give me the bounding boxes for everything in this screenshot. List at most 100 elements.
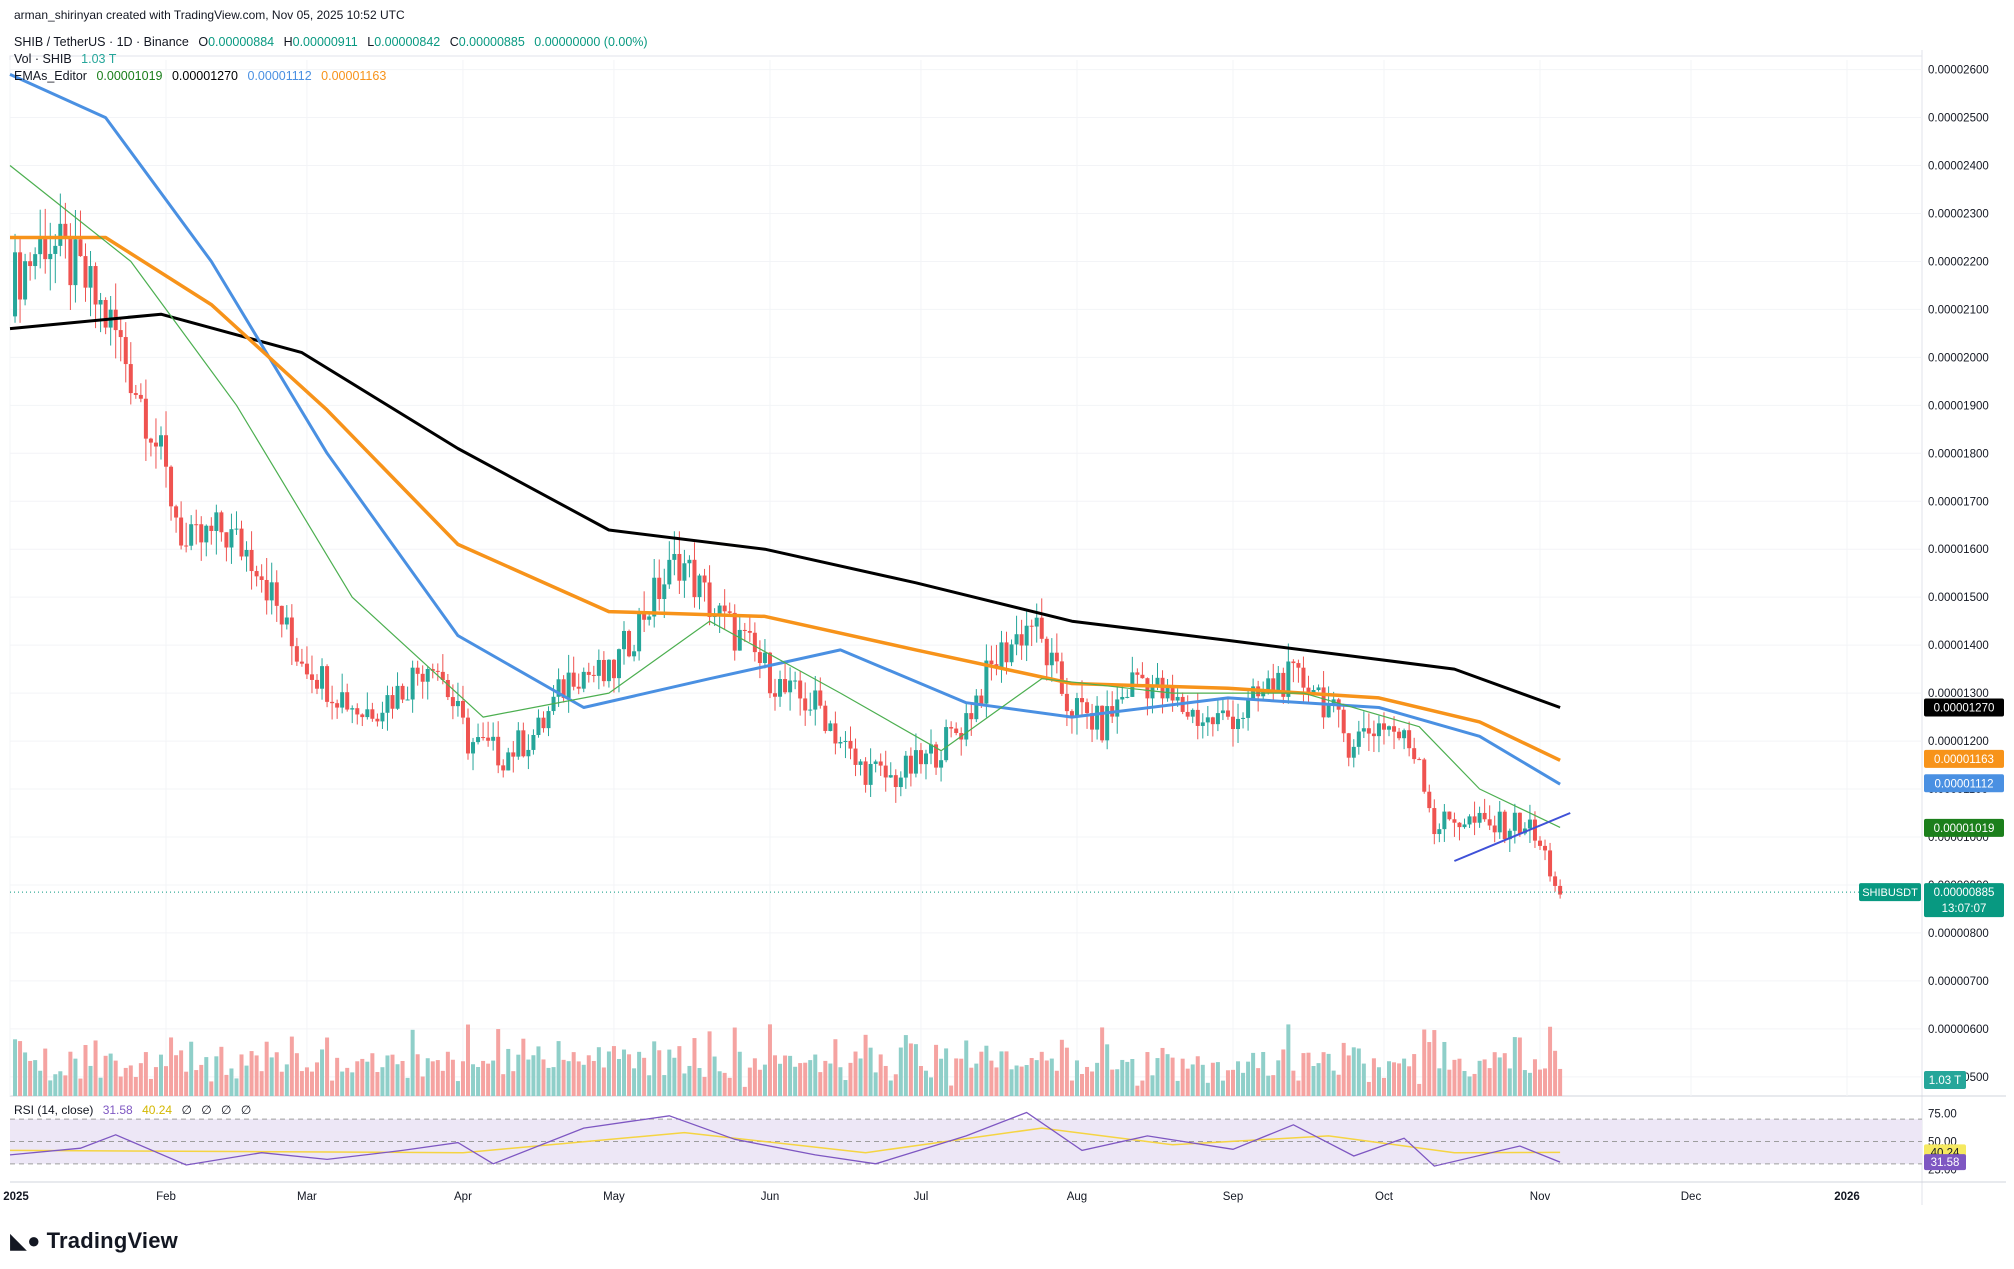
ema-legend[interactable]: EMAs_Editor 0.00001019 0.00001270 0.0000… <box>14 69 392 83</box>
volume-bar <box>43 1048 48 1096</box>
price-axis-label: 0.00001800 <box>1928 448 1989 460</box>
volume-bar <box>1120 1059 1125 1096</box>
candle-body <box>239 528 244 557</box>
candle-body <box>586 671 591 675</box>
candle-body <box>682 563 687 581</box>
candle-body <box>445 679 450 698</box>
volume-bar <box>647 1075 652 1096</box>
volume-bar <box>727 1077 732 1096</box>
volume-bar <box>1004 1051 1009 1096</box>
candle-body <box>1125 696 1130 698</box>
volume-bar <box>138 1063 143 1096</box>
low-value: 0.00000842 <box>374 35 441 49</box>
symbol-legend[interactable]: SHIB / TetherUS · 1D · Binance O0.000008… <box>14 35 654 49</box>
candle-body <box>833 723 838 744</box>
volume-bar <box>838 1067 843 1096</box>
candle-body <box>1200 722 1205 726</box>
symbol-name[interactable]: SHIB / TetherUS · 1D · Binance <box>14 35 189 49</box>
candle-body <box>838 742 843 744</box>
candle-body <box>1291 661 1296 664</box>
volume-bar <box>1135 1085 1140 1096</box>
candle-body <box>1145 678 1150 699</box>
candle-body <box>1356 731 1361 747</box>
volume-bar <box>1447 1069 1452 1096</box>
candle-body <box>128 364 133 394</box>
volume-bar <box>259 1071 264 1096</box>
volume-bar <box>1175 1080 1180 1096</box>
last-price-tag-bg <box>1924 883 2004 918</box>
candle-body <box>692 559 697 598</box>
volume-bar <box>1195 1056 1200 1096</box>
candle-body <box>1326 704 1331 718</box>
candle-body <box>1341 709 1346 734</box>
candle-body <box>1140 674 1145 679</box>
candle-body <box>1100 705 1105 741</box>
volume-bar <box>526 1059 531 1096</box>
volume-bar <box>1548 1026 1553 1096</box>
candle-body <box>1407 730 1412 749</box>
volume-bar <box>546 1067 551 1096</box>
volume-bar <box>788 1055 793 1096</box>
volume-bar <box>1417 1083 1422 1096</box>
candle-body <box>1064 693 1069 712</box>
candle-body <box>415 667 420 674</box>
price-axis-label: 0.00000800 <box>1928 928 1989 940</box>
price-tag: 0.00001019 <box>1934 823 1995 835</box>
change-value: 0.00000000 (0.00%) <box>534 35 648 49</box>
candle-body <box>1009 644 1014 663</box>
volume-bar <box>63 1075 68 1096</box>
candle-body <box>1366 728 1371 734</box>
volume-bar <box>1492 1052 1497 1096</box>
time-axis-label: Jul <box>914 1191 929 1203</box>
candle-body <box>1316 687 1321 691</box>
volume-bar <box>732 1027 737 1096</box>
time-axis-label: Mar <box>297 1191 317 1203</box>
candle-body <box>913 750 918 774</box>
volume-bar <box>18 1041 23 1096</box>
volume-bar <box>23 1052 28 1096</box>
candle-body <box>601 659 606 682</box>
candle-body <box>1074 698 1079 717</box>
candle-body <box>969 713 974 720</box>
candle-body <box>1492 825 1497 833</box>
volume-bar <box>632 1068 637 1096</box>
candle-body <box>440 671 445 680</box>
volume-bar <box>1381 1077 1386 1096</box>
close-value: 0.00000885 <box>458 35 525 49</box>
volume-bar <box>1100 1027 1105 1096</box>
rsi-legend[interactable]: RSI (14, close) 31.58 40.24 ∅ ∅ ∅ ∅ <box>14 1103 257 1117</box>
candle-body <box>1205 717 1210 723</box>
candle-body <box>737 629 742 651</box>
volume-bar <box>1306 1052 1311 1096</box>
candle-body <box>1296 663 1301 668</box>
candle-body <box>581 671 586 689</box>
volume-bar <box>1527 1072 1532 1096</box>
ema50-line <box>9 73 1561 786</box>
candle-body <box>1497 811 1502 833</box>
candle-body <box>1276 672 1281 691</box>
volume-bar <box>229 1068 234 1096</box>
volume-bar <box>611 1046 616 1096</box>
volume-legend[interactable]: Vol · SHIB 1.03 T <box>14 52 122 66</box>
volume-bar <box>1472 1073 1477 1096</box>
candle-body <box>611 659 616 679</box>
volume-bar <box>1014 1065 1019 1096</box>
candle-body <box>1185 711 1190 717</box>
candle-body <box>1537 840 1542 846</box>
volume-bar <box>410 1029 415 1096</box>
candle-body <box>1507 830 1512 840</box>
volume-bar <box>1462 1070 1467 1096</box>
volume-bar <box>309 1071 314 1096</box>
volume-bar <box>1256 1068 1261 1096</box>
volume-bar <box>767 1024 772 1096</box>
volume-bar <box>73 1058 78 1096</box>
tradingview-logo[interactable]: ◣● TradingView <box>10 1228 178 1254</box>
candle-body <box>18 252 23 300</box>
volume-bar <box>1090 1071 1095 1096</box>
volume-bar <box>1301 1053 1306 1096</box>
candle-body <box>169 466 174 507</box>
candle-body <box>244 549 249 557</box>
volume-bar <box>1246 1061 1251 1096</box>
volume-bar <box>828 1063 833 1096</box>
